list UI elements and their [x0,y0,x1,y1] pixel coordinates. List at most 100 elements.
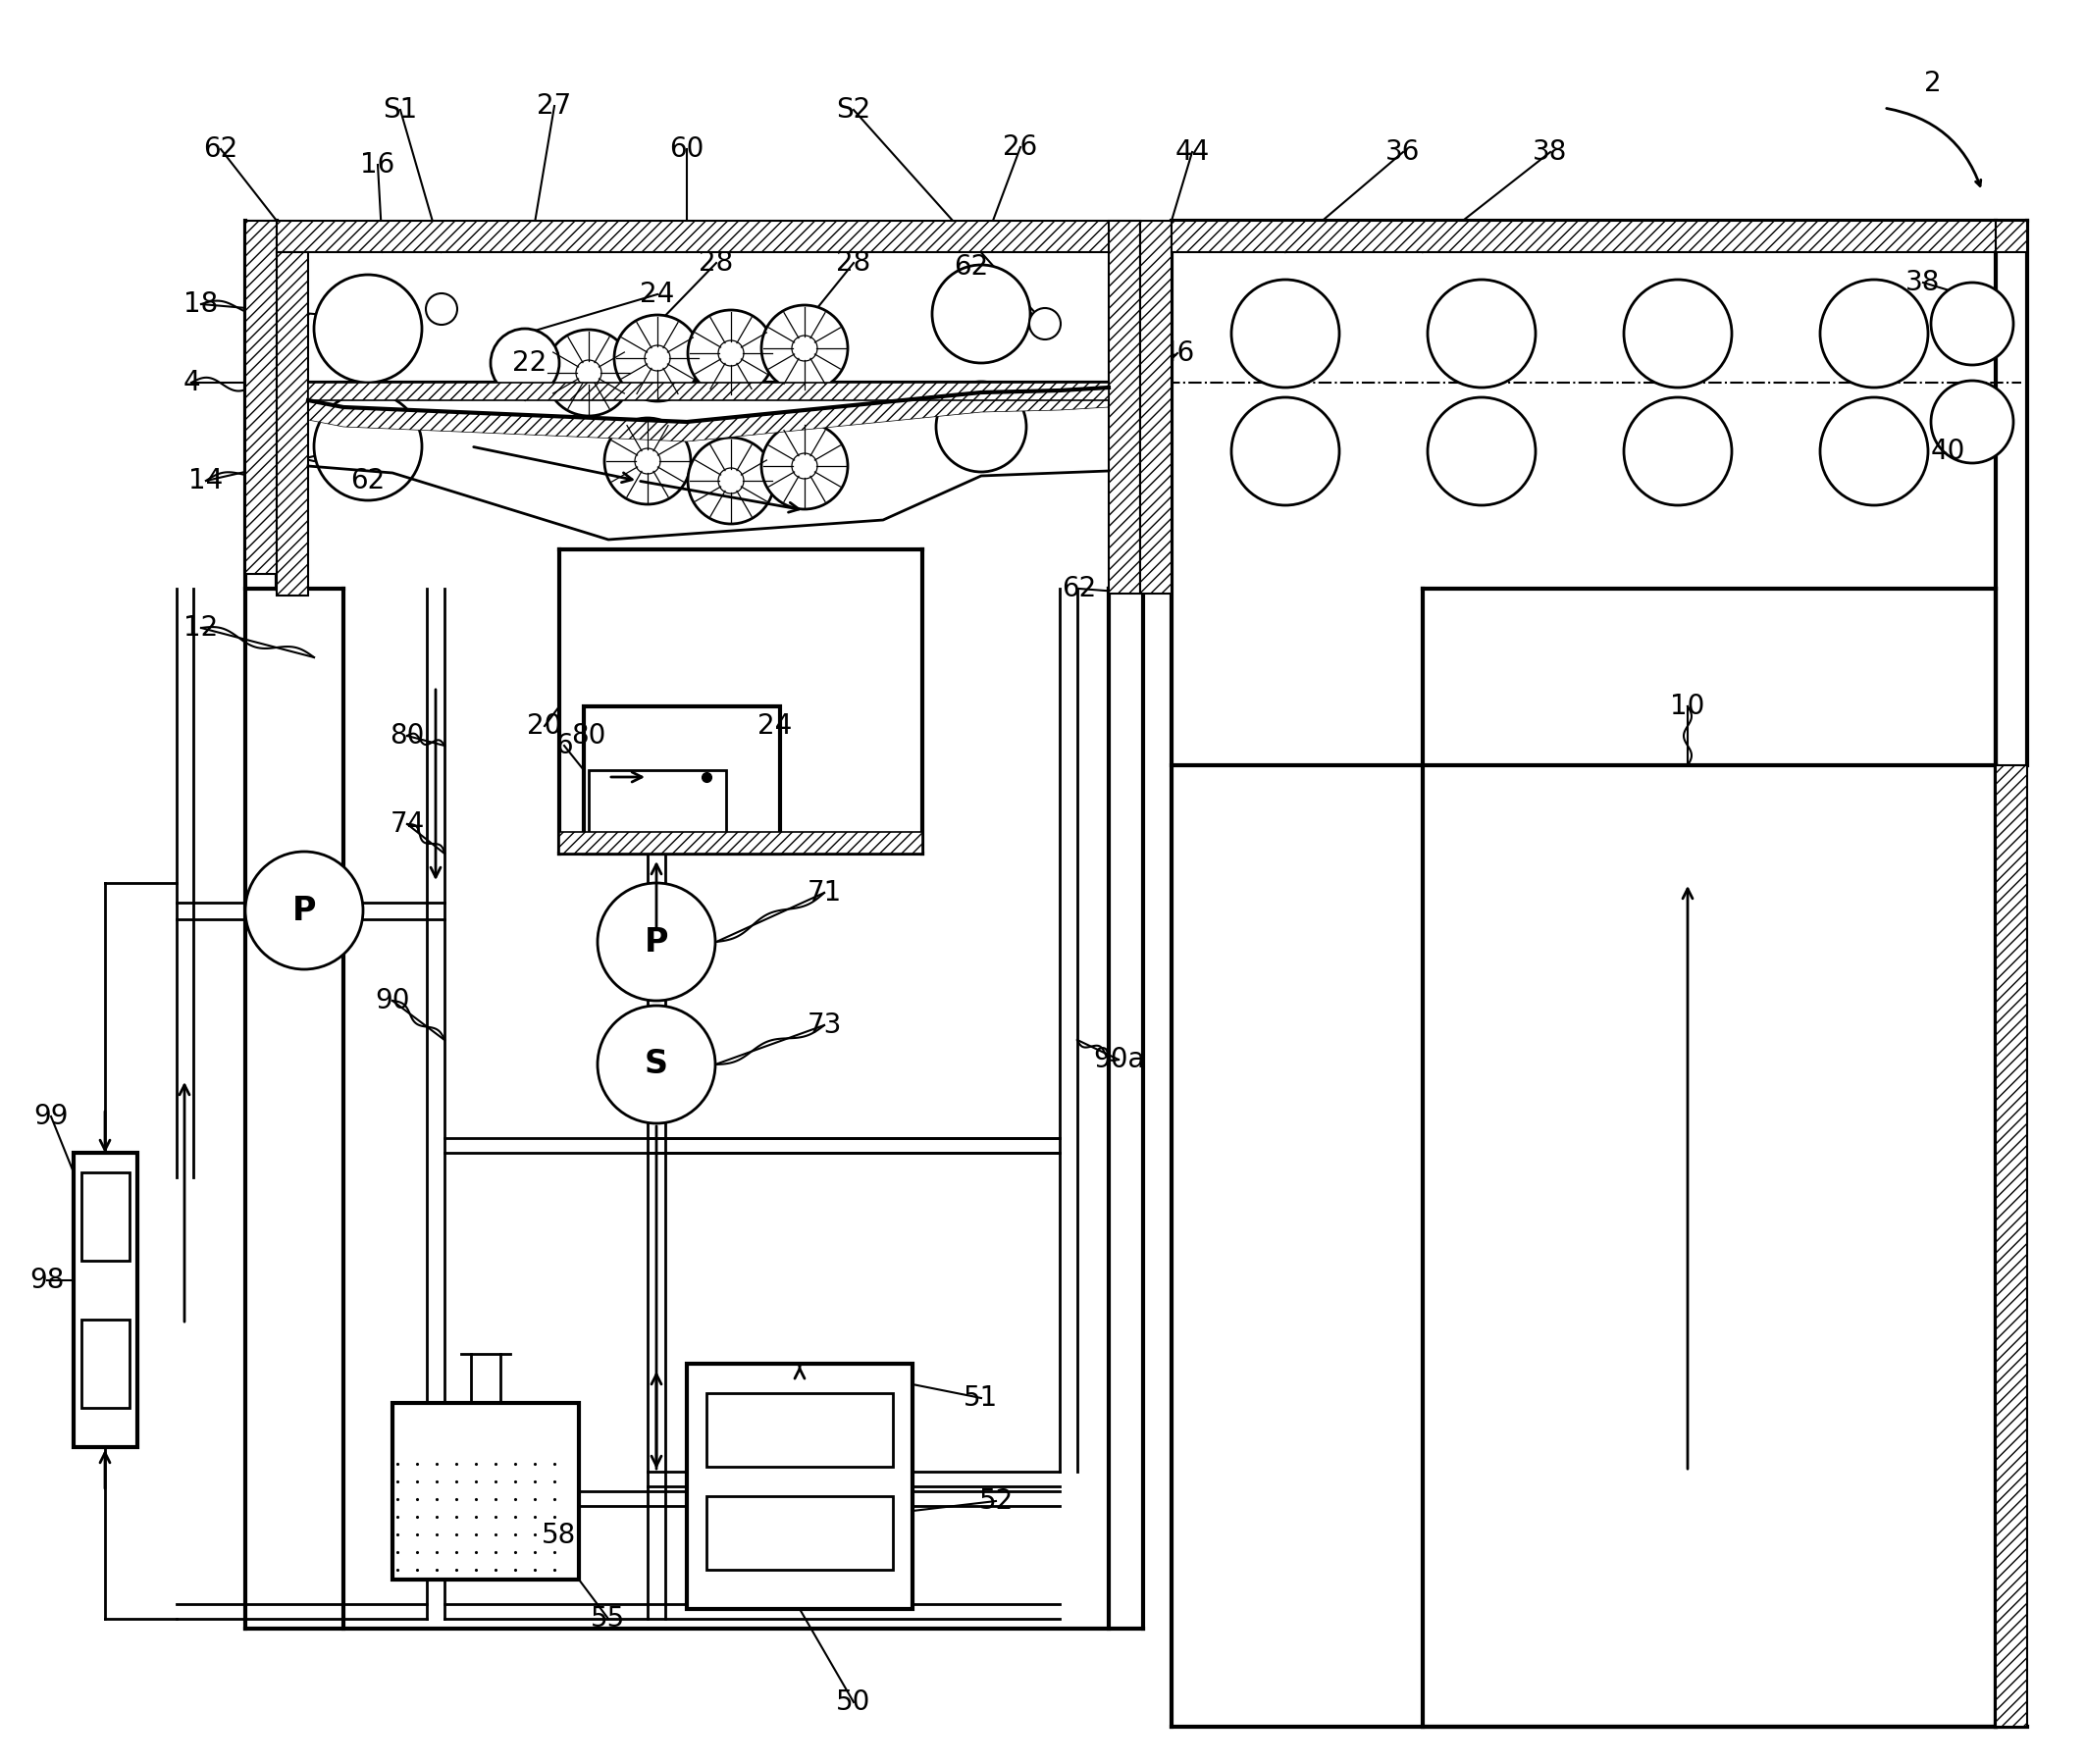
Circle shape [1231,397,1339,505]
Text: 6: 6 [555,732,574,759]
Circle shape [597,1005,715,1124]
Text: 62: 62 [350,467,386,494]
Text: 44: 44 [1174,138,1210,166]
Text: 90: 90 [375,988,409,1014]
Circle shape [932,265,1030,363]
Text: 26: 26 [1003,134,1037,161]
Text: P: P [645,926,668,958]
Text: 40: 40 [1930,437,1965,466]
Bar [1133,344,1158,397]
Text: 16: 16 [361,152,394,178]
Circle shape [1427,397,1535,505]
Text: 62: 62 [204,136,238,162]
Circle shape [490,328,559,397]
Bar [1110,220,1141,593]
Text: 50: 50 [836,1688,872,1716]
Text: 52: 52 [978,1487,1014,1515]
Circle shape [1231,280,1339,388]
Bar [246,220,277,388]
Circle shape [315,392,421,501]
Bar [707,1394,893,1466]
Text: 18: 18 [184,291,219,318]
Text: 46: 46 [1160,339,1195,367]
Bar [1172,220,1996,252]
Circle shape [1623,397,1731,505]
Text: 73: 73 [807,1011,841,1039]
Circle shape [688,437,774,524]
Text: 24: 24 [640,280,674,309]
Bar [584,706,780,854]
Bar [73,1154,138,1446]
Bar [246,220,277,573]
Text: 99: 99 [33,1102,69,1131]
Circle shape [793,453,818,478]
Circle shape [634,448,661,475]
Text: 74: 74 [390,810,423,838]
Text: 58: 58 [542,1522,576,1549]
Circle shape [761,305,847,392]
Text: 62: 62 [1062,575,1097,602]
Bar [1996,220,2028,252]
Circle shape [718,467,745,494]
Bar [392,1402,580,1579]
Text: 28: 28 [699,249,734,277]
Text: 10: 10 [1671,693,1704,720]
Circle shape [688,310,774,397]
Circle shape [718,340,745,365]
Text: 14: 14 [188,467,223,494]
Bar [81,1319,129,1408]
Bar [707,1496,893,1570]
Bar [686,1364,912,1609]
Circle shape [1028,309,1060,339]
Bar [81,1173,129,1261]
Text: 20: 20 [528,713,561,739]
Circle shape [645,346,670,370]
Circle shape [1623,280,1731,388]
Bar [309,383,1110,400]
Text: 4: 4 [184,369,200,397]
Text: 28: 28 [836,249,872,277]
Text: 71: 71 [807,878,841,907]
Circle shape [547,330,632,416]
Text: 55: 55 [590,1605,626,1632]
Circle shape [1932,381,2013,464]
Text: 27: 27 [536,92,572,120]
Text: 90a: 90a [1093,1046,1145,1073]
Text: S1: S1 [384,97,417,123]
Text: 36: 36 [1385,138,1421,166]
Text: 38: 38 [1533,138,1567,166]
Circle shape [937,381,1026,473]
Text: S: S [645,1048,668,1081]
Text: 22: 22 [513,349,547,377]
Text: 80: 80 [390,721,426,750]
Circle shape [246,852,363,968]
Circle shape [1821,280,1927,388]
Bar [559,833,922,854]
Circle shape [1427,280,1535,388]
Circle shape [597,884,715,1000]
Circle shape [605,418,690,505]
Bar [1141,220,1172,593]
Bar [1996,766,2028,1727]
Polygon shape [309,388,1110,422]
Circle shape [576,360,601,386]
Bar [277,252,309,596]
Text: 80: 80 [572,721,607,750]
Circle shape [315,275,421,383]
Text: 12: 12 [184,614,219,642]
Text: P: P [292,894,317,926]
Circle shape [613,316,701,400]
Circle shape [1932,282,2013,365]
Circle shape [793,335,818,362]
Circle shape [1821,397,1927,505]
Text: 51: 51 [964,1385,999,1411]
Text: S2: S2 [836,97,872,123]
Text: 98: 98 [29,1267,65,1295]
Text: 62: 62 [953,252,989,280]
Bar [277,220,1139,252]
Circle shape [761,423,847,510]
Text: 38: 38 [1907,268,1940,296]
Text: 2: 2 [1923,69,1942,97]
Text: 24: 24 [757,713,793,739]
Bar [588,771,726,848]
